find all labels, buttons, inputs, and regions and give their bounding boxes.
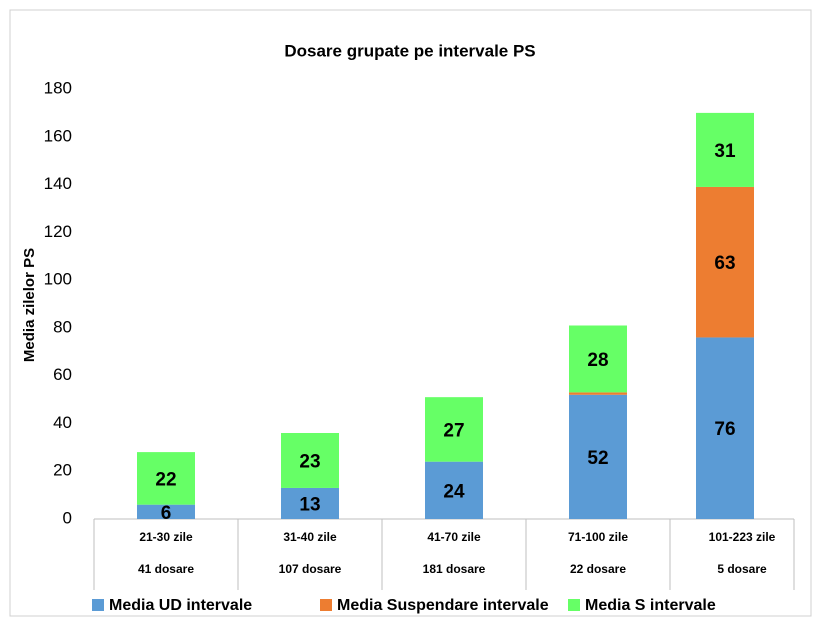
- bar-segment: [137, 504, 195, 519]
- bar-segment: [569, 394, 627, 519]
- x-tick-label: 41 dosare: [138, 562, 194, 576]
- legend-swatch: [320, 599, 332, 611]
- bar-segment: [137, 452, 195, 505]
- y-tick-label: 100: [44, 270, 72, 289]
- bar-segment: [696, 186, 754, 338]
- data-label: 6: [161, 503, 172, 524]
- chart-border: [9, 9, 812, 617]
- x-tick-label: 101-223 zile: [709, 530, 776, 544]
- legend-swatch: [92, 599, 104, 611]
- y-tick-label: 180: [44, 78, 72, 97]
- data-label: 63: [714, 253, 735, 274]
- y-tick-label: 120: [44, 222, 72, 241]
- y-tick-label: 160: [44, 126, 72, 145]
- y-tick-label: 40: [53, 413, 72, 432]
- data-label: 24: [443, 481, 465, 502]
- bar-segment: [425, 461, 483, 519]
- bar-segment: [281, 487, 339, 519]
- x-tick-label: 181 dosare: [423, 562, 486, 576]
- x-tick-label: 21-30 zile: [139, 530, 193, 544]
- y-tick-label: 140: [44, 174, 72, 193]
- bar-segment: [696, 112, 754, 187]
- bar-segment: [696, 337, 754, 519]
- y-axis-label: Media zilelor PS: [21, 248, 38, 362]
- legend-label: Media Suspendare intervale: [337, 597, 549, 614]
- x-tick-label: 22 dosare: [570, 562, 626, 576]
- data-label: 22: [155, 469, 176, 490]
- x-tick-label: 41-70 zile: [427, 530, 481, 544]
- data-label: 23: [299, 451, 320, 472]
- y-tick-label: 80: [53, 317, 72, 336]
- data-label: 76: [714, 419, 735, 440]
- bar-segment: [569, 325, 627, 393]
- data-label: 31: [714, 141, 736, 162]
- data-label: 27: [443, 420, 464, 441]
- x-tick-label: 107 dosare: [279, 562, 342, 576]
- legend-label: Media UD intervale: [109, 597, 252, 614]
- x-tick-label: 5 dosare: [717, 562, 767, 576]
- legend-swatch: [568, 599, 580, 611]
- chart-title: Dosare grupate pe intervale PS: [284, 41, 535, 60]
- y-tick-label: 0: [63, 508, 72, 527]
- bar-segment: [425, 397, 483, 462]
- data-label: 28: [587, 350, 608, 371]
- y-tick-label: 20: [53, 461, 72, 480]
- data-label: 13: [299, 494, 320, 515]
- y-tick-label: 60: [53, 365, 72, 384]
- bar-segment: [569, 392, 627, 395]
- bar-segment: [281, 433, 339, 488]
- x-tick-label: 31-40 zile: [283, 530, 337, 544]
- legend-label: Media S intervale: [585, 597, 716, 614]
- data-label: 52: [587, 448, 608, 469]
- x-tick-label: 71-100 zile: [568, 530, 628, 544]
